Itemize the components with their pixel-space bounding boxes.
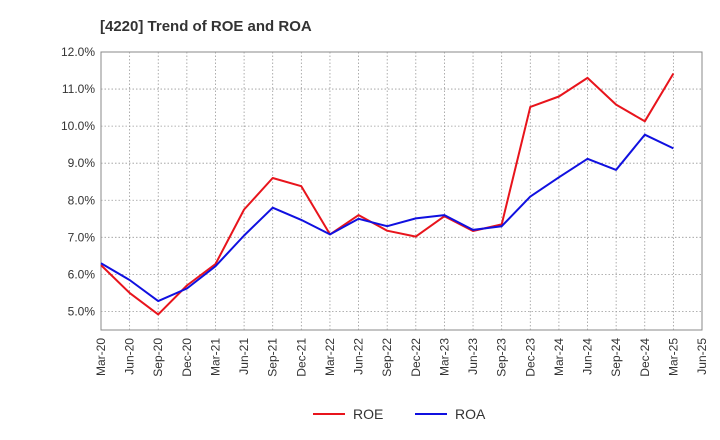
x-tick-label: Mar-25 — [666, 338, 680, 376]
plot-frame — [100, 51, 703, 331]
y-tick-label: 8.0% — [68, 193, 96, 207]
y-axis: 5.0% 6.0% 7.0% 8.0% 9.0% 10.0% 11.0% 12.0% — [61, 45, 95, 318]
x-tick-label: Dec-20 — [180, 338, 194, 377]
x-tick-label: Sep-24 — [609, 338, 623, 377]
y-tick-label: 10.0% — [61, 119, 95, 133]
x-tick-label: Mar-22 — [323, 338, 337, 376]
x-tick-label: Jun-21 — [237, 338, 251, 375]
x-tick-label: Mar-21 — [208, 338, 222, 376]
series-line-roa — [100, 133, 674, 303]
x-tick-label: Sep-20 — [151, 338, 165, 377]
y-tick-label: 6.0% — [68, 267, 96, 281]
plot-area — [100, 51, 703, 331]
series-line-roe — [100, 72, 675, 316]
legend-label-roa: ROA — [455, 406, 486, 422]
y-tick-label: 5.0% — [68, 304, 96, 318]
x-axis: Mar-20 Jun-20 Sep-20 Dec-20 Mar-21 Jun-21 Sep-… — [94, 338, 709, 377]
x-tick-label: Jun-24 — [581, 338, 595, 375]
x-tick-label: Dec-22 — [409, 338, 423, 377]
y-tick-label: 7.0% — [68, 230, 96, 244]
x-tick-label: Jun-23 — [466, 338, 480, 375]
grid — [101, 52, 702, 330]
legend: ROE ROA — [313, 406, 486, 422]
x-tick-label: Dec-24 — [638, 338, 652, 377]
chart-title: [4220] Trend of ROE and ROA — [100, 18, 312, 35]
x-tick-label: Jun-25 — [695, 338, 709, 375]
x-tick-label: Mar-24 — [552, 338, 566, 376]
x-tick-label: Sep-21 — [266, 338, 280, 377]
series-lines — [100, 72, 675, 316]
y-tick-label: 12.0% — [61, 45, 95, 59]
x-tick-label: Mar-23 — [437, 338, 451, 376]
x-tick-label: Sep-22 — [380, 338, 394, 377]
x-tick-label: Dec-21 — [294, 338, 308, 377]
x-tick-label: Jun-20 — [123, 338, 137, 375]
legend-label-roe: ROE — [353, 406, 383, 422]
y-tick-label: 11.0% — [62, 82, 95, 96]
y-tick-label: 9.0% — [68, 156, 96, 170]
x-tick-label: Dec-23 — [523, 338, 537, 377]
x-tick-label: Jun-22 — [352, 338, 366, 375]
x-tick-label: Sep-23 — [495, 338, 509, 377]
x-tick-label: Mar-20 — [94, 338, 108, 376]
